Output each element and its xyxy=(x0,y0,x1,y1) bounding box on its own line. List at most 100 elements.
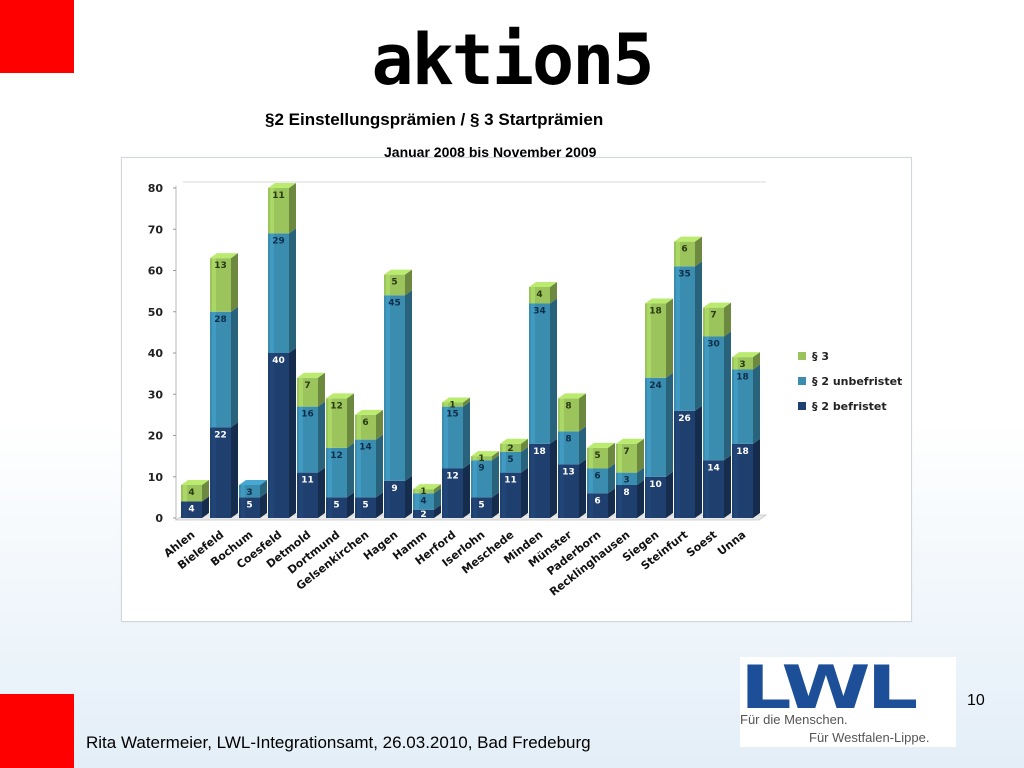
bar-segment-highlight xyxy=(560,464,564,518)
data-label: 4 xyxy=(188,488,194,498)
bar-segment-side xyxy=(521,438,528,452)
bar-segment-highlight xyxy=(531,443,535,518)
bar-top-face xyxy=(529,282,557,287)
bar-segment-highlight xyxy=(415,493,419,510)
data-label: 18 xyxy=(533,447,546,457)
data-label: 1 xyxy=(478,454,484,464)
bar-segment-highlight xyxy=(212,427,216,518)
bar-segment-side xyxy=(666,372,673,477)
data-label: 40 xyxy=(272,356,285,366)
bar-segment-side xyxy=(463,397,470,407)
bar-top-face xyxy=(645,298,673,304)
bar-segment-side xyxy=(492,492,499,518)
bar-segment-highlight xyxy=(502,472,506,518)
bar-top-face xyxy=(181,480,209,485)
bar-segment-side xyxy=(376,434,383,498)
data-label: 5 xyxy=(362,500,368,510)
x-tick-label: Unna xyxy=(715,528,748,558)
y-tick-label: 50 xyxy=(148,306,164,319)
red-corner-top xyxy=(0,0,74,73)
bar-segment-side xyxy=(463,401,470,469)
y-tick-label: 80 xyxy=(148,182,164,195)
bar-segment-highlight xyxy=(734,357,738,370)
bar-segment-highlight xyxy=(183,501,187,518)
bar-segment-side xyxy=(376,492,383,518)
bar-segment-highlight xyxy=(676,266,680,411)
bar-segment-highlight xyxy=(328,497,332,518)
bar-segment-highlight xyxy=(705,460,709,518)
bar-top-face xyxy=(732,352,760,358)
bar-segment-side xyxy=(637,467,644,485)
bar-top-face xyxy=(587,442,615,448)
bar-segment xyxy=(442,402,463,407)
bar-segment-side xyxy=(579,393,586,432)
data-label: 7 xyxy=(623,447,629,457)
data-label: 8 xyxy=(623,488,629,498)
logo-tagline-1: Für die Menschen. xyxy=(740,712,848,727)
bar-segment-highlight xyxy=(328,447,332,498)
bar-top-face xyxy=(500,438,528,444)
bar-segment-highlight xyxy=(357,439,361,498)
bar-top-face xyxy=(558,393,586,399)
bar-segment-side xyxy=(463,463,470,518)
lwl-logo: LWL Für die Menschen. Für Westfalen-Lipp… xyxy=(740,653,956,747)
bar-segment xyxy=(413,489,434,494)
data-label: 5 xyxy=(507,455,513,465)
data-label: 11 xyxy=(504,476,517,486)
bar-segment-highlight xyxy=(502,443,506,452)
logo-wordmark: LWL xyxy=(740,653,918,723)
date-range: Januar 2008 bis November 2009 xyxy=(384,144,597,160)
data-label: 9 xyxy=(391,484,397,494)
bar-top-face xyxy=(616,438,644,444)
bar-segment-side xyxy=(347,442,354,498)
bar-segment-highlight xyxy=(473,456,477,461)
bar-top-face xyxy=(355,409,383,415)
bar-segment-highlight xyxy=(299,472,303,518)
bar-segment-highlight xyxy=(444,406,448,469)
bar-segment-side xyxy=(376,409,383,440)
data-label: 14 xyxy=(359,443,372,453)
data-label: 22 xyxy=(214,430,227,440)
data-label: 2 xyxy=(507,444,513,454)
stacked-bar-chart: 0102030405060708044Ahlen222813Bielefeld5… xyxy=(148,181,902,599)
y-tick-label: 0 xyxy=(155,512,163,525)
bar-top-face xyxy=(674,236,702,242)
bar-segment-highlight xyxy=(444,468,448,518)
bar-segment-side xyxy=(608,463,615,494)
data-label: 5 xyxy=(333,500,339,510)
page-number: 10 xyxy=(967,692,985,709)
legend-label: § 3 xyxy=(812,350,829,363)
data-label: 12 xyxy=(330,401,343,411)
page-title: aktion5 xyxy=(371,19,654,101)
bar-segment-side xyxy=(405,290,412,481)
bar-segment-highlight xyxy=(357,497,361,518)
bar-segment-highlight xyxy=(270,353,274,518)
bar-segment-side xyxy=(318,372,325,407)
bar-segment-side xyxy=(260,492,267,518)
bar-top-face xyxy=(210,253,238,259)
y-tick-label: 10 xyxy=(148,471,164,484)
data-label: 13 xyxy=(214,261,227,271)
data-label: 18 xyxy=(649,307,662,317)
bar-segment-highlight xyxy=(647,303,651,378)
bar-segment-highlight xyxy=(705,336,709,461)
data-label: 30 xyxy=(707,340,720,350)
bar-segment-side xyxy=(405,269,412,296)
data-label: 16 xyxy=(301,410,314,420)
data-label: 24 xyxy=(649,381,662,391)
data-label: 1 xyxy=(449,401,455,411)
bar-segment-side xyxy=(550,282,557,304)
bar-segment-highlight xyxy=(734,369,738,444)
bar-segment-highlight xyxy=(705,307,709,337)
bar-segment-highlight xyxy=(502,452,506,473)
bar-segment-side xyxy=(724,331,731,461)
bar-top-face xyxy=(471,451,499,457)
bar-segment-highlight xyxy=(241,497,245,518)
bar-segment-side xyxy=(608,488,615,518)
bar-segment-side xyxy=(260,480,267,498)
bar-top-face xyxy=(239,480,267,485)
bar-segment-highlight xyxy=(531,287,535,304)
data-label: 28 xyxy=(214,315,227,325)
data-label: 3 xyxy=(739,360,745,370)
bar-segment-highlight xyxy=(589,493,593,518)
